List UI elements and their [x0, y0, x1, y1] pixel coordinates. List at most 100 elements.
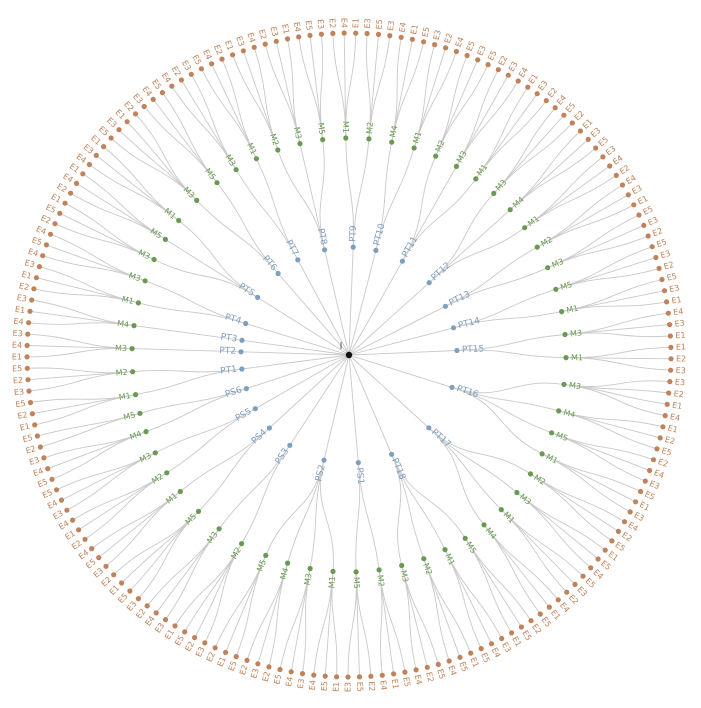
- module-node: [549, 430, 555, 436]
- leaf-label: E1: [671, 401, 682, 411]
- tree-link: [348, 247, 354, 356]
- leaf-label: E5: [465, 40, 477, 53]
- module-node: [297, 141, 303, 147]
- module-node: [562, 331, 568, 338]
- leaf-node: [153, 610, 159, 616]
- leaf-node: [413, 667, 419, 673]
- tree-link: [402, 166, 457, 262]
- leaf-label: E1: [390, 678, 400, 689]
- tree-link: [456, 80, 519, 167]
- parent-node: [255, 294, 261, 300]
- parent-node: [239, 366, 245, 372]
- module-label: M2: [434, 139, 447, 154]
- module-node: [539, 451, 545, 457]
- leaf-node: [664, 299, 670, 305]
- tree-link: [391, 454, 403, 566]
- leaf-node: [103, 563, 109, 569]
- leaf-node: [284, 36, 291, 42]
- leaf-label: E5: [479, 651, 491, 664]
- tree-link: [445, 267, 548, 307]
- tree-link: [402, 155, 437, 262]
- module-node: [263, 552, 269, 559]
- leaf-node: [615, 528, 622, 535]
- leaf-label: E5: [660, 446, 672, 458]
- tree-link: [135, 113, 198, 201]
- parent-label: PT8: [315, 228, 329, 247]
- leaf-label: E4: [201, 48, 213, 61]
- leaf-label: E5: [31, 235, 44, 247]
- tree-link: [348, 354, 453, 388]
- leaf-label: E3: [507, 60, 520, 73]
- leaf-label: E4: [308, 680, 318, 691]
- module-label: M1: [443, 552, 456, 567]
- leaf-node: [70, 517, 76, 523]
- leaf-label: E2: [238, 664, 250, 676]
- module-node: [556, 408, 562, 414]
- leaf-label: E4: [378, 680, 388, 691]
- module-node: [130, 369, 136, 375]
- tree-link: [453, 288, 556, 329]
- parent-label: PT17: [429, 427, 452, 449]
- leaf-label: E5: [458, 660, 470, 673]
- leaf-label: E2: [183, 640, 196, 653]
- tree-link: [297, 259, 350, 356]
- leaf-label: E4: [57, 519, 70, 532]
- parent-node: [450, 325, 457, 331]
- tree-link: [348, 305, 446, 356]
- leaf-label: E4: [339, 18, 348, 28]
- leaf-node: [505, 72, 511, 78]
- module-label: M5: [316, 122, 326, 135]
- leaf-node: [656, 265, 662, 271]
- leaf-node: [402, 669, 408, 675]
- module-node: [559, 309, 565, 315]
- module-node: [545, 265, 551, 271]
- module-node: [453, 163, 459, 169]
- tree-link: [218, 445, 291, 530]
- leaf-node: [57, 210, 63, 216]
- tree-link: [82, 173, 166, 240]
- tree-link: [536, 204, 635, 248]
- module-label: M4: [388, 125, 399, 139]
- leaf-node: [27, 399, 34, 406]
- parent-node: [389, 451, 395, 457]
- module-node: [561, 381, 567, 387]
- leaf-label: E5: [401, 676, 412, 688]
- tree-link: [144, 280, 246, 324]
- module-label: M5: [122, 410, 136, 422]
- tree-link: [320, 34, 324, 140]
- leaf-label: E4: [46, 498, 59, 511]
- tree-link: [64, 202, 155, 260]
- leaf-node: [650, 457, 657, 463]
- module-node: [142, 278, 148, 284]
- module-label: M5: [149, 227, 164, 241]
- tree-link: [138, 302, 246, 324]
- leaf-node: [24, 342, 30, 349]
- tree-link: [347, 571, 357, 678]
- tree-link: [320, 459, 334, 572]
- leaf-label: E1: [667, 424, 679, 435]
- parent-node: [252, 406, 258, 412]
- tree-link: [451, 386, 543, 455]
- module-label: M1: [544, 452, 559, 465]
- leaf-node: [668, 344, 674, 350]
- module-node: [473, 176, 479, 182]
- tree-nodes: E5E1E4M2E2E5E3M5PS1E1E5E4M1E3E4E5M3E2E3E…: [12, 18, 686, 692]
- leaf-label: E3: [13, 387, 24, 397]
- tree-link: [563, 383, 666, 417]
- leaf-node: [619, 182, 626, 188]
- leaf-node: [58, 497, 65, 503]
- leaf-label: E2: [443, 32, 455, 44]
- parent-label: PT1: [220, 365, 238, 377]
- leaf-node: [572, 581, 578, 588]
- leaf-node: [364, 30, 370, 37]
- leaf-node: [244, 657, 250, 664]
- leaf-label: E5: [655, 237, 668, 249]
- leaf-node: [485, 62, 491, 68]
- tree-link: [174, 543, 242, 627]
- leaf-node: [653, 254, 659, 261]
- module-label: M3: [570, 328, 583, 338]
- leaf-node: [543, 98, 549, 104]
- leaf-node: [43, 242, 50, 248]
- leaf-label: E3: [51, 509, 64, 522]
- tree-link: [348, 282, 430, 356]
